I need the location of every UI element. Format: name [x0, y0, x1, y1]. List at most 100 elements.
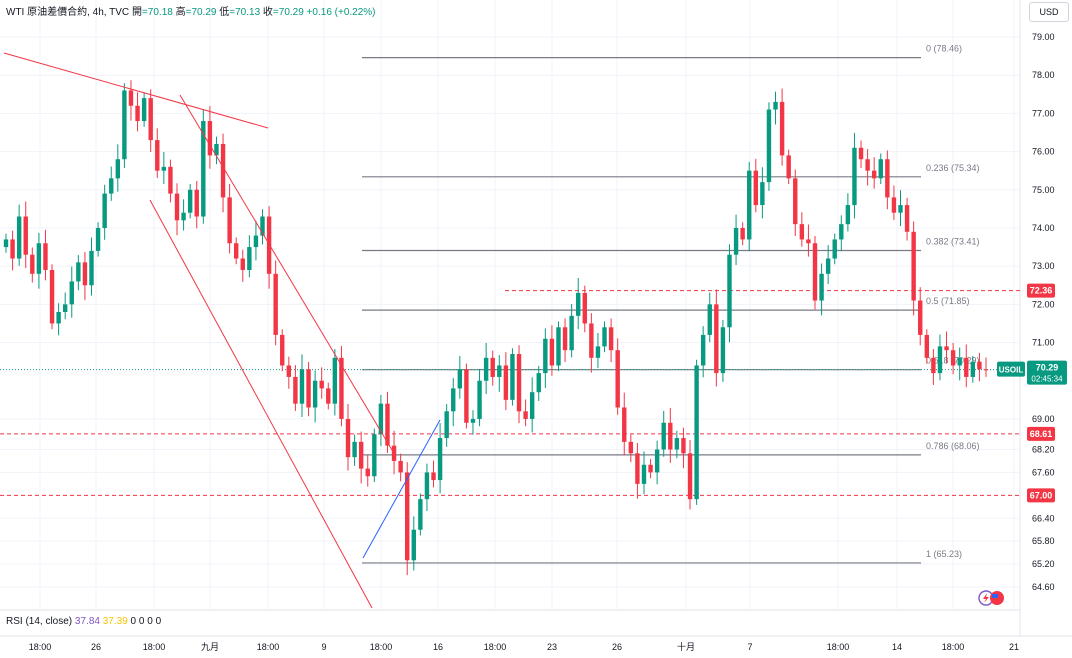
price-tag-box — [1027, 426, 1055, 441]
channel-line-lower — [149, 199, 373, 609]
symbol-tag-box — [997, 361, 1025, 377]
candle-body — [904, 205, 910, 232]
y-tick-label: 78.00 — [1032, 70, 1055, 80]
y-tick-label: 67.60 — [1032, 467, 1055, 477]
candle-body — [444, 411, 449, 439]
fib-level-label: 0.382 (73.41) — [926, 237, 980, 247]
candle-body — [306, 369, 311, 408]
candle-body — [865, 159, 870, 171]
y-tick-label: 71.00 — [1032, 338, 1055, 348]
candle-body — [490, 357, 495, 377]
candle-body — [187, 189, 193, 213]
y-tick-label: 69.00 — [1032, 414, 1055, 424]
candle-body — [799, 224, 805, 240]
trend-line-blue — [362, 419, 441, 559]
candle-body — [109, 178, 114, 194]
candle-body — [30, 254, 35, 274]
low-label: 低 — [219, 7, 230, 18]
high-label: 高 — [175, 7, 186, 18]
candle-body — [247, 247, 252, 270]
last-price-label: 70.29 — [1036, 363, 1059, 373]
candle-body — [819, 273, 824, 301]
candle-body — [687, 453, 693, 500]
candle-body — [299, 369, 305, 404]
candle-body — [727, 254, 732, 328]
price-tag-label: 68.61 — [1030, 429, 1053, 439]
countdown-label: 02:45:34 — [1031, 375, 1063, 384]
candle-body — [773, 101, 778, 110]
candle-body — [753, 170, 758, 206]
candle-body — [273, 273, 278, 335]
candle-body — [332, 357, 338, 404]
y-tick-label: 65.20 — [1032, 559, 1055, 569]
currency-button[interactable]: USD — [1029, 2, 1069, 22]
candle-body — [352, 441, 357, 458]
open-label: 開 — [131, 7, 142, 18]
x-tick-label: 18:00 — [942, 642, 965, 652]
candle-body — [786, 155, 791, 179]
y-tick-label: 68.20 — [1032, 445, 1055, 455]
channel-line-upper — [179, 94, 396, 456]
candle-body — [312, 380, 318, 408]
flag-canton-icon — [992, 594, 998, 598]
candle-body — [720, 327, 726, 374]
candle-body — [543, 338, 548, 374]
candle-body — [733, 227, 739, 255]
candle-body — [964, 357, 969, 377]
candle-body — [740, 227, 745, 240]
symbol-title: WTI 原油差價合約, 4h, TVC — [6, 7, 130, 18]
candle-body — [82, 262, 88, 286]
candle-body — [477, 380, 482, 419]
trend-line-top — [3, 52, 269, 129]
candle-body — [911, 231, 916, 301]
candle-body — [615, 350, 620, 408]
close-label: 收 — [262, 7, 273, 18]
candle-body — [385, 403, 390, 446]
candle-body — [69, 281, 74, 305]
y-tick-label: 66.40 — [1032, 513, 1055, 523]
candle-body — [885, 159, 890, 198]
candle-body — [16, 216, 22, 259]
candle-body — [194, 189, 199, 217]
y-tick-label: 74.00 — [1032, 223, 1055, 233]
candle-body — [418, 499, 423, 530]
candle-body — [529, 392, 535, 419]
y-tick-label: 77.00 — [1032, 108, 1055, 118]
candle-body — [76, 262, 81, 282]
x-tick-label: 7 — [747, 642, 752, 652]
candle-body — [405, 472, 410, 561]
candle-body — [115, 159, 121, 179]
candle-body — [549, 338, 555, 366]
fib-level-label: 0.786 (68.06) — [926, 441, 980, 451]
candle-body — [661, 422, 666, 450]
candle-body — [858, 147, 864, 160]
x-tick-label: 16 — [433, 642, 443, 652]
candle-body — [641, 464, 647, 484]
candle-body — [766, 109, 772, 183]
rsi-legend: RSI (14, close) 37.84 37.39 0 0 0 0 — [6, 616, 161, 627]
candle-body — [681, 438, 686, 454]
price-tag-label: 72.36 — [1030, 286, 1053, 296]
candle-body — [89, 250, 94, 286]
candle-body — [970, 361, 976, 377]
candle-body — [582, 292, 587, 324]
x-tick-label: 26 — [91, 642, 101, 652]
candle-body — [760, 182, 765, 206]
candle-body — [345, 418, 351, 458]
candle-body — [470, 418, 476, 423]
candle-body — [576, 292, 581, 316]
candle-body — [654, 449, 660, 473]
candle-body — [293, 376, 298, 404]
y-tick-label: 72.00 — [1032, 299, 1055, 309]
candle-body — [378, 403, 384, 435]
symbol-tag-label: USOIL — [999, 366, 1024, 375]
candle-body — [510, 354, 515, 400]
candle-body — [608, 327, 614, 351]
candle-body — [825, 258, 831, 274]
y-tick-label: 65.80 — [1032, 536, 1055, 546]
fib-level-label: 0.236 (75.34) — [926, 163, 980, 173]
candle-body — [365, 468, 370, 477]
candle-body — [451, 388, 456, 412]
price-tag-label: 67.00 — [1030, 490, 1053, 500]
